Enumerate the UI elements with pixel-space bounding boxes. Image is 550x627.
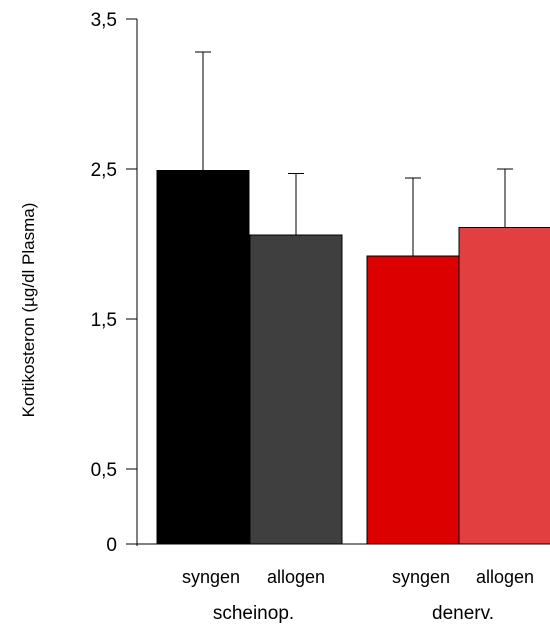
error-bars: [195, 51, 513, 256]
y-axis: [126, 19, 550, 546]
category-label: syngen: [182, 567, 240, 587]
y-tick-label: 0: [106, 535, 117, 556]
bars: [156, 170, 550, 545]
bar-1: [156, 170, 250, 545]
y-tick-label: 2,5: [91, 160, 117, 181]
bar-2: [249, 234, 343, 545]
y-tick-label: 0,5: [91, 460, 117, 481]
bar-3: [366, 255, 460, 545]
y-axis-title: Kortikosteron (µg/dl Plasma): [19, 203, 38, 418]
y-ticks: 0 0,5 1,5 2,5 3,5: [91, 10, 137, 556]
bar-4: [458, 227, 550, 545]
group-label: scheinop.: [213, 603, 294, 624]
category-labels: syngen allogen syngen allogen: [182, 567, 534, 587]
category-label: allogen: [476, 567, 534, 587]
category-label: syngen: [392, 567, 450, 587]
group-label: denerv.: [432, 603, 494, 624]
y-tick-label: 3,5: [91, 10, 117, 31]
group-labels: scheinop. denerv.: [213, 603, 494, 624]
y-tick-label: 1,5: [91, 310, 117, 331]
category-label: allogen: [267, 567, 325, 587]
